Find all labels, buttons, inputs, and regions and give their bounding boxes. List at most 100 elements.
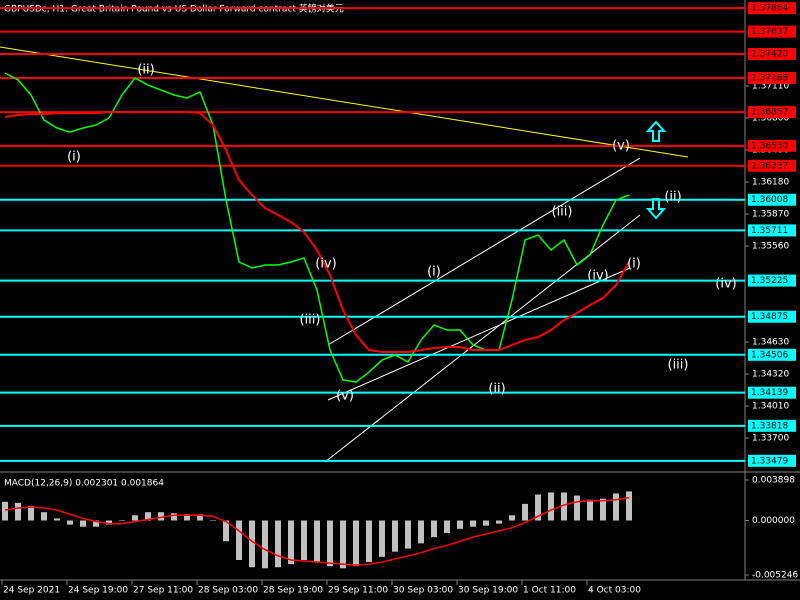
level-label-box xyxy=(748,159,796,172)
y-tick-label: 1.35870 xyxy=(752,209,789,219)
wave-label: (i) xyxy=(427,265,441,280)
wave-label: (ii) xyxy=(664,190,681,205)
macd-bar xyxy=(54,518,60,521)
level-label: 1.37420 xyxy=(751,49,788,59)
macd-bar xyxy=(145,512,151,521)
level-label: 1.36530 xyxy=(751,141,788,151)
level-label: 1.36337 xyxy=(751,161,788,171)
level-label: 1.33479 xyxy=(751,456,788,466)
level-label-box xyxy=(748,47,796,60)
x-tick-label: 1 Oct 11:00 xyxy=(523,586,576,596)
macd-bar xyxy=(249,520,255,568)
level-label-box xyxy=(748,348,796,361)
level-label-box xyxy=(748,193,796,206)
moving-average xyxy=(4,111,630,354)
level-label: 1.36857 xyxy=(751,108,788,118)
macd-bar xyxy=(496,520,502,524)
level-label-box xyxy=(748,2,796,15)
level-label-box xyxy=(748,310,796,323)
x-tick-label: 29 Sep 11:00 xyxy=(328,586,388,596)
y-tick-label: -0.005246 xyxy=(752,571,798,581)
macd-bar xyxy=(587,499,593,521)
macd-bar xyxy=(353,520,359,567)
macd-bar xyxy=(301,520,307,560)
macd-bar xyxy=(392,520,398,552)
macd-bar xyxy=(262,520,268,569)
level-label: 1.34875 xyxy=(751,312,788,322)
level-label: 1.37637 xyxy=(751,27,788,37)
wave-label: (i) xyxy=(67,150,81,165)
level-label-box xyxy=(748,454,796,467)
signal-line xyxy=(4,496,630,566)
y-tick-label: 1.36800 xyxy=(752,113,789,123)
level-label-box xyxy=(748,224,796,237)
macd-bar xyxy=(93,520,99,527)
level-label: 1.37188 xyxy=(751,73,788,83)
macd-bar xyxy=(509,515,515,521)
wave-label: (v) xyxy=(336,389,354,404)
level-label: 1.37864 xyxy=(751,4,788,14)
x-tick-label: 24 Sep 19:00 xyxy=(68,586,128,596)
macd-bar xyxy=(132,515,138,521)
x-tick-label: 4 Oct 03:00 xyxy=(588,586,641,596)
y-tick-label: 1.33700 xyxy=(752,433,789,443)
level-label: 1.33818 xyxy=(751,421,788,431)
macd-bar xyxy=(626,491,632,521)
macd-bar xyxy=(314,520,320,563)
macd-bar xyxy=(574,495,580,521)
macd-bar xyxy=(379,520,385,557)
macd-bar xyxy=(418,520,424,544)
level-label: 1.34506 xyxy=(751,350,788,360)
macd-bar xyxy=(535,494,541,521)
trend-line xyxy=(0,46,689,158)
macd-bar xyxy=(236,520,242,560)
y-tick-label: 0.000000 xyxy=(752,516,795,526)
wave-label: (v) xyxy=(612,139,630,154)
macd-bar xyxy=(366,520,372,563)
up-arrow xyxy=(645,120,667,142)
level-label-box xyxy=(748,386,796,399)
macd-bar xyxy=(522,503,528,521)
macd-bar xyxy=(288,520,294,565)
level-label-box xyxy=(748,106,796,119)
level-label: 1.35711 xyxy=(751,226,788,236)
wave-label: (iv) xyxy=(315,257,336,272)
wave-label: (ii) xyxy=(488,382,505,397)
macd-bar xyxy=(470,520,476,527)
y-tick-label: 0.003898 xyxy=(752,476,795,486)
macd-bar xyxy=(119,520,125,521)
x-tick-label: 30 Sep 19:00 xyxy=(458,586,518,596)
y-tick-label: 1.36180 xyxy=(752,177,789,187)
wave-label: (ii) xyxy=(137,63,154,78)
macd-bar xyxy=(41,512,47,521)
level-label: 1.34139 xyxy=(751,388,788,398)
macd-bar xyxy=(158,512,164,521)
y-tick-label: 1.34320 xyxy=(752,369,789,379)
macd-bar xyxy=(15,502,21,521)
price-line xyxy=(4,72,630,383)
macd-bar xyxy=(28,505,34,521)
level-label: 1.35225 xyxy=(751,276,788,286)
macd-title: MACD(12,26,9) 0.002301 0.001864 xyxy=(4,479,164,489)
macd-bar xyxy=(431,520,437,538)
macd-bar xyxy=(210,520,216,521)
wave-label: (i) xyxy=(627,257,641,272)
x-tick-label: 28 Sep 19:00 xyxy=(263,586,323,596)
macd-bar xyxy=(444,520,450,533)
x-tick-label: 27 Sep 11:00 xyxy=(133,586,193,596)
wave-label: (iii) xyxy=(552,205,573,220)
channel-line xyxy=(327,157,641,346)
macd-bar xyxy=(613,493,619,521)
x-tick-label: 30 Sep 03:00 xyxy=(393,586,453,596)
macd-bar xyxy=(405,520,411,549)
x-tick-label: 28 Sep 03:00 xyxy=(198,586,258,596)
macd-bar xyxy=(600,498,606,521)
macd-bar xyxy=(197,514,203,521)
macd-bar xyxy=(340,520,346,569)
y-tick-label: 1.35560 xyxy=(752,241,789,251)
y-tick-label: 1.34630 xyxy=(752,337,789,347)
wave-label: (iv) xyxy=(715,277,736,292)
macd-bar xyxy=(171,513,177,521)
